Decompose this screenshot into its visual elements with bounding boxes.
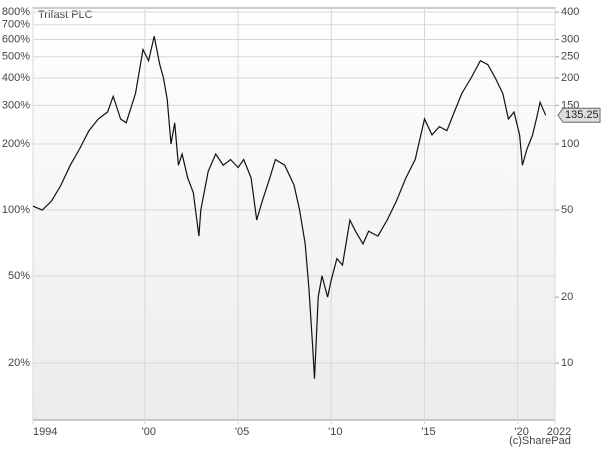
y2-tick-label: 50 — [561, 204, 573, 216]
y2-tick-label: 250 — [561, 51, 579, 63]
y-tick-label: 700% — [2, 19, 30, 31]
x-tick-label: '05 — [235, 426, 249, 438]
price-line — [32, 36, 547, 379]
y2-tick-label: 300 — [561, 33, 579, 45]
y-tick-label: 20% — [8, 357, 30, 369]
y2-tick-label: 10 — [561, 357, 573, 369]
x-tick-label: '20 — [515, 426, 529, 438]
y-tick-label: 800% — [2, 6, 30, 18]
x-tick-label: '00 — [142, 426, 156, 438]
x-tick-label: 1994 — [33, 426, 57, 438]
y2-tick-label: 100 — [561, 138, 579, 150]
x-tick-label: 2022 — [547, 426, 571, 438]
y-tick-label: 600% — [2, 33, 30, 45]
x-tick-label: '15 — [421, 426, 435, 438]
y-tick-label: 100% — [2, 204, 30, 216]
y2-tick-label: 20 — [561, 291, 573, 303]
last-value-label: 135.25 — [565, 109, 599, 121]
y2-tick-label: 200 — [561, 72, 579, 84]
y-tick-label: 400% — [2, 72, 30, 84]
chart-title: Trifast PLC — [38, 9, 93, 21]
y-tick-label: 300% — [2, 99, 30, 111]
source: (c)SharePad — [509, 435, 571, 447]
y-tick-label: 500% — [2, 51, 30, 63]
last-value-box — [557, 107, 601, 123]
y-tick-label: 50% — [8, 270, 30, 282]
plot-area — [32, 7, 556, 421]
y-tick-label: 200% — [2, 138, 30, 150]
x-tick-label: '10 — [328, 426, 342, 438]
y2-tick-label: 400 — [561, 6, 579, 18]
